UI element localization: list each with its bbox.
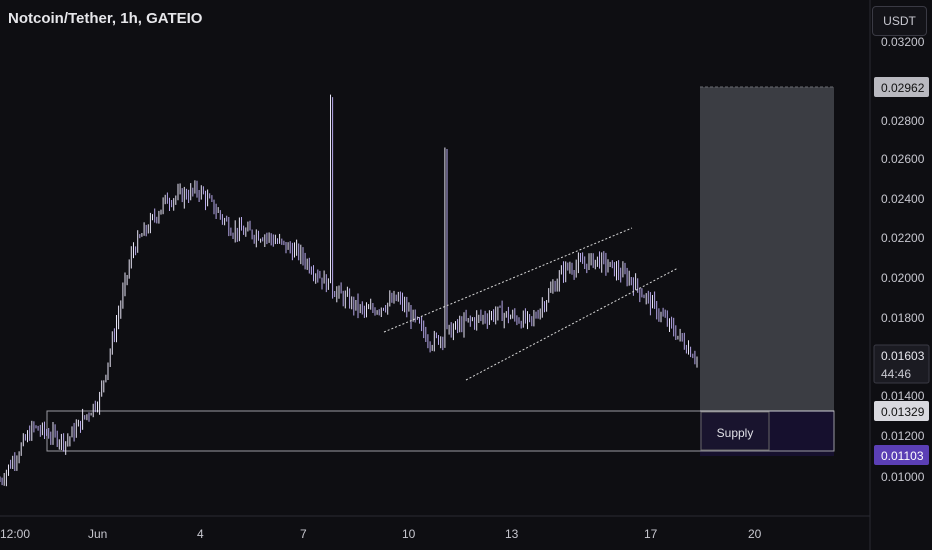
- channel-upper-line-1[interactable]: [383, 227, 633, 333]
- time-axis-ticks: 12:00 Jun 4 7 10 13 17 20: [0, 527, 762, 541]
- x-tick-7: 20: [748, 527, 762, 541]
- y-tick-0: 0.03200: [881, 35, 925, 49]
- y-tick-2: 0.02600: [881, 152, 925, 166]
- x-tick-6: 17: [644, 527, 658, 541]
- y-tick-7: 0.01400: [881, 389, 925, 403]
- bar-countdown-label: 44:46: [881, 367, 911, 381]
- x-tick-0: 12:00: [0, 527, 30, 541]
- y-tick-5: 0.02000: [881, 271, 925, 285]
- zone-bottom-price-label: 0.01103: [881, 449, 924, 463]
- channel-lower-line[interactable]: [465, 267, 679, 381]
- y-tick-9: 0.01000: [881, 470, 925, 484]
- candles-group: [0, 94, 698, 487]
- x-tick-3: 7: [300, 527, 307, 541]
- x-tick-1: Jun: [88, 527, 107, 541]
- target-price-label: 0.02962: [881, 81, 925, 95]
- x-tick-4: 10: [402, 527, 416, 541]
- price-axis-ticks: 0.03200 0.02800 0.02600 0.02400 0.02200 …: [881, 35, 925, 484]
- y-tick-6: 0.01800: [881, 311, 925, 325]
- target-zone: [700, 87, 834, 411]
- last-price-label: 0.01603: [881, 349, 925, 363]
- zone-bottom-price-tag: [874, 445, 929, 465]
- x-tick-5: 13: [505, 527, 519, 541]
- y-tick-1: 0.02800: [881, 114, 925, 128]
- target-price-tag: [874, 77, 929, 97]
- y-tick-8: 0.01200: [881, 429, 925, 443]
- y-tick-4: 0.02200: [881, 231, 925, 245]
- supply-label: Supply: [717, 426, 754, 440]
- currency-selector-button[interactable]: USDT: [872, 6, 927, 36]
- supply-label-box: [700, 411, 770, 451]
- chart-title: Notcoin/Tether, 1h, GATEIO: [8, 10, 203, 27]
- zone-top-price-tag: [874, 401, 929, 421]
- x-tick-2: 4: [197, 527, 204, 541]
- zone-top-price-label: 0.01329: [881, 405, 925, 419]
- y-tick-3: 0.02400: [881, 192, 925, 206]
- last-price-tag: [873, 344, 930, 384]
